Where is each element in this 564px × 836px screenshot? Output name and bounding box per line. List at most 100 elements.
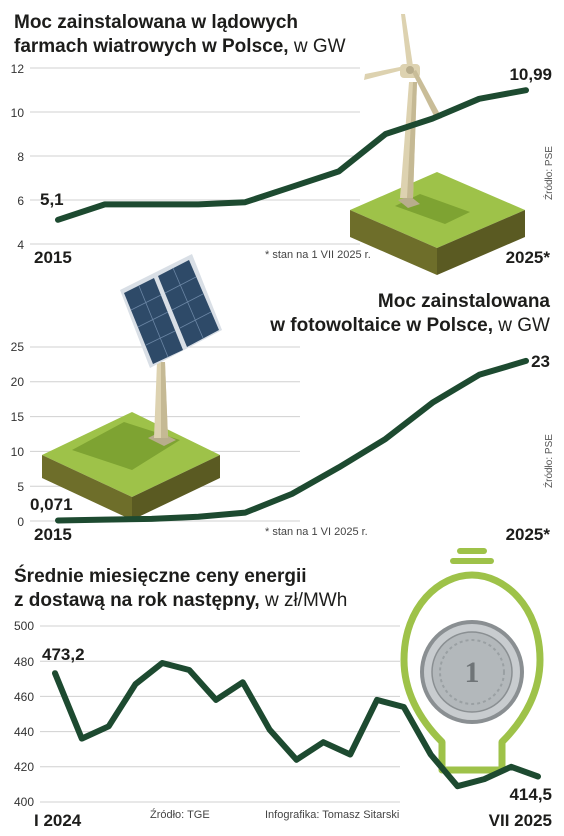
solar-point-2017: [149, 516, 155, 522]
light-bulb-icon: 1: [400, 548, 544, 774]
price-chart: 1 500 480 460 440 420 400 Średnie miesię…: [14, 548, 552, 830]
solar-title-unit: w GW: [497, 315, 550, 336]
price-ytick-440: 440: [14, 725, 34, 739]
price-ytick-480: 480: [14, 655, 34, 669]
solar-start-label: 2015: [34, 525, 72, 544]
price-last-value-label: 414,5: [509, 785, 552, 804]
price-ytick-400: 400: [14, 795, 34, 809]
wind-ytick-10: 10: [11, 106, 25, 120]
price-point-IV 2025: [455, 783, 460, 789]
price-title-unit: w zł/MWh: [264, 590, 347, 611]
price-first-value-label: 473,2: [42, 645, 85, 664]
solar-note: * stan na 1 VI 2025 r.: [265, 526, 368, 538]
price-title-line2: z dostawą na rok następny, w zł/MWh: [14, 590, 347, 611]
price-point-XI 2024: [320, 739, 326, 745]
solar-data-points: [55, 358, 529, 524]
wind-end-label: 2025*: [506, 248, 551, 267]
price-point-I 2025: [374, 697, 380, 703]
price-point-VII 2025: [535, 773, 541, 779]
wind-ytick-4: 4: [17, 238, 24, 252]
wind-ygrid: [30, 67, 360, 245]
price-ytick-500: 500: [14, 619, 34, 633]
price-point-III 2024: [106, 723, 112, 729]
price-point-VIII 2024: [240, 679, 246, 685]
solar-ytick-0: 0: [17, 515, 24, 529]
price-point-II 2024: [79, 736, 85, 742]
wind-start-label: 2015: [34, 248, 72, 267]
price-point-III 2025: [428, 751, 434, 757]
solar-source: Źródło: PSE: [542, 434, 555, 488]
solar-chart: 25 20 15 10 5 0 Moc zainstalowana w foto…: [11, 254, 555, 544]
wind-ytick-6: 6: [17, 194, 24, 208]
wind-source: Źródło: PSE: [542, 146, 555, 200]
solar-point-2025*: [523, 358, 529, 364]
wind-title-line2-text: farmach wiatrowych w Polsce,: [14, 36, 289, 57]
price-ytick-460: 460: [14, 690, 34, 704]
svg-text:1: 1: [465, 656, 480, 689]
wind-point-2016: [102, 201, 108, 207]
price-point-VI 2025: [508, 764, 514, 770]
solar-ytick-15: 15: [11, 410, 25, 424]
price-ygrid: [40, 625, 400, 803]
wind-ytick-12: 12: [11, 62, 25, 76]
wind-point-2024: [476, 96, 482, 102]
price-point-II 2025: [401, 704, 407, 710]
wind-point-2017: [149, 201, 155, 207]
wind-point-2018: [195, 201, 201, 207]
wind-point-2023: [429, 116, 435, 122]
price-point-V 2025: [481, 776, 487, 782]
solar-point-2015: [55, 518, 61, 524]
solar-point-2023: [429, 400, 435, 406]
wind-title-unit: w GW: [293, 36, 346, 57]
wind-data-points: [55, 87, 529, 223]
solar-point-2022: [383, 436, 389, 442]
wind-point-2019: [242, 199, 248, 205]
solar-title-line1: Moc zainstalowana: [378, 291, 551, 312]
solar-end-label: 2025*: [506, 525, 551, 544]
price-point-V 2024: [159, 660, 165, 666]
solar-ytick-20: 20: [11, 375, 25, 389]
solar-first-value-label: 0,071: [30, 495, 73, 514]
wind-first-value-label: 5,1: [40, 190, 64, 209]
solar-point-2024: [476, 372, 482, 378]
wind-point-2022: [383, 131, 389, 137]
wind-ytick-labels: 12 10 8 6 4: [11, 62, 25, 252]
price-title-line2-text: z dostawą na rok następny,: [14, 590, 260, 611]
wind-point-2015: [55, 217, 61, 223]
price-point-VII 2024: [213, 697, 219, 703]
price-point-IX 2024: [267, 727, 273, 733]
price-title-line1: Średnie miesięczne ceny energii: [14, 565, 307, 587]
wind-chart: 12 10 8 6 4 Moc zainstalowana w lądowych…: [11, 12, 555, 275]
price-start-label: I 2024: [34, 811, 82, 830]
wind-point-2020: [289, 184, 295, 190]
price-credit: Infografika: Tomasz Sitarski: [265, 809, 399, 821]
price-ytick-420: 420: [14, 760, 34, 774]
solar-ytick-labels: 25 20 15 10 5 0: [11, 340, 25, 529]
price-ytick-labels: 500 480 460 440 420 400: [14, 619, 34, 809]
solar-title-line2-text: w fotowoltaice w Polsce,: [269, 315, 493, 336]
price-point-X 2024: [294, 757, 299, 763]
solar-point-2019: [242, 510, 248, 516]
price-source: Źródło: TGE: [150, 808, 210, 821]
solar-title-line2: w fotowoltaice w Polsce, w GW: [269, 315, 550, 336]
wind-turbine-icon: [350, 14, 525, 275]
solar-point-2021: [336, 464, 342, 470]
price-point-VI 2024: [186, 667, 192, 673]
solar-ytick-10: 10: [11, 445, 25, 459]
price-point-XII 2024: [347, 751, 353, 757]
solar-point-2020: [289, 491, 295, 497]
price-data-points: [52, 660, 541, 789]
price-point-I 2024: [52, 670, 58, 676]
wind-ytick-8: 8: [17, 150, 24, 164]
solar-point-2018: [195, 514, 201, 520]
solar-point-2016: [102, 517, 108, 523]
solar-ytick-25: 25: [11, 340, 25, 354]
wind-point-2025*: [523, 87, 529, 93]
wind-point-2021: [336, 168, 342, 174]
wind-title-line1: Moc zainstalowana w lądowych: [14, 12, 298, 33]
wind-last-value-label: 10,99: [509, 65, 552, 84]
wind-title-line2: farmach wiatrowych w Polsce, w GW: [14, 36, 346, 57]
solar-last-value-label: 23: [531, 352, 550, 371]
coin-1-zloty-icon: 1: [420, 620, 524, 724]
